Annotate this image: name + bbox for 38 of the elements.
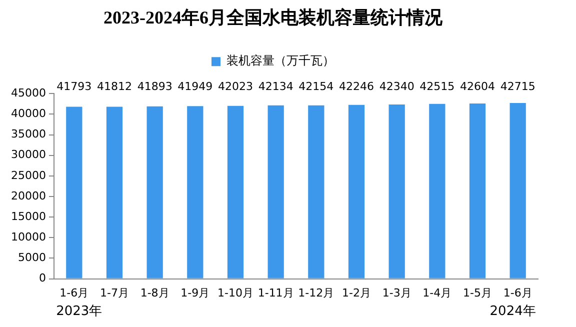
data-label: 42154	[298, 80, 334, 93]
data-label: 42134	[258, 80, 294, 93]
data-label: 41812	[96, 80, 132, 93]
y-tick-label: 40000	[10, 107, 46, 120]
data-label: 42023	[218, 80, 253, 93]
x-tick-label: 1-11月	[258, 286, 294, 300]
y-tick-label: 35000	[10, 128, 46, 141]
x-tick-label: 1-3月	[382, 286, 412, 300]
legend-label: 装机容量（万千瓦）	[226, 54, 334, 68]
x-tick-label: 1-5月	[463, 286, 492, 300]
data-label: 41893	[137, 80, 172, 93]
y-tick-label: 0	[38, 272, 46, 285]
y-tick-label: 15000	[10, 210, 46, 223]
text: 2023年	[56, 304, 102, 319]
y-tick-label: 25000	[10, 168, 46, 182]
x-tick-label: 1-7月	[100, 286, 129, 300]
x-tick-label: 1-8月	[140, 286, 170, 300]
data-label: 41949	[178, 80, 213, 93]
x-tick-label: 1-10月	[218, 286, 254, 300]
data-label: 42515	[420, 80, 455, 93]
data-label: 42715	[500, 80, 536, 93]
x-tick-label: 1-9月	[180, 286, 210, 300]
x-tick-label: 1-6月	[503, 286, 532, 300]
y-tick-label: 20000	[10, 189, 46, 202]
text: 2024年	[490, 304, 536, 319]
data-label: 42340	[379, 80, 414, 93]
data-label: 41793	[56, 80, 92, 93]
x-tick-label: 1-12月	[298, 286, 334, 300]
chart-title: 2023-2024年6月全国水电装机容量统计情况	[104, 7, 444, 28]
y-tick-label: 45000	[10, 86, 46, 100]
x-tick-label: 1-2月	[342, 286, 371, 300]
data-label: 42246	[338, 80, 374, 93]
x-tick-label: 1-4月	[422, 286, 452, 300]
y-tick-label: 30000	[10, 148, 46, 162]
x-tick-label: 1-6月	[60, 286, 89, 300]
y-tick-label: 10000	[10, 230, 46, 244]
data-label: 42604	[460, 80, 495, 93]
y-tick-label: 5000	[18, 251, 46, 264]
